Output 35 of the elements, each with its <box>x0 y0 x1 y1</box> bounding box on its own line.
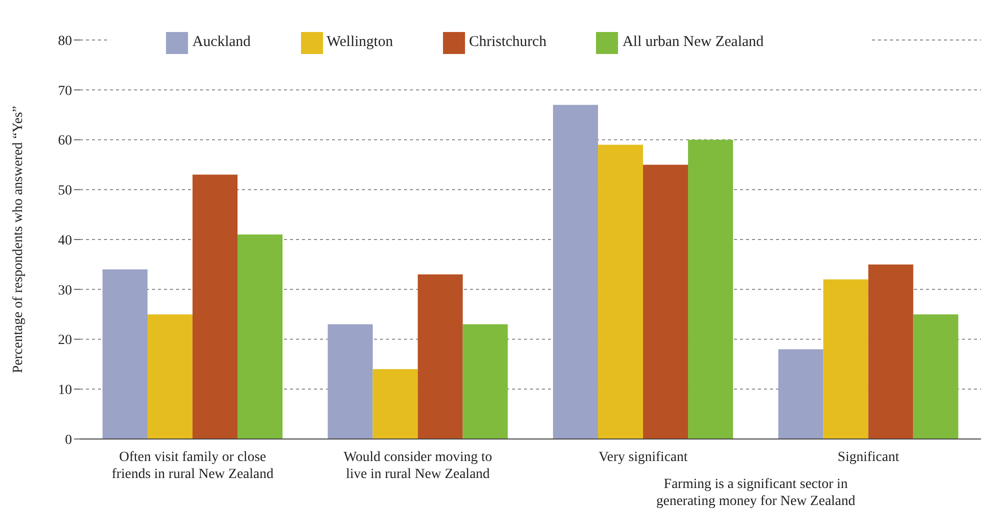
y-tick-label: 0 <box>65 432 72 448</box>
y-tick-label: 20 <box>58 333 72 348</box>
bar <box>148 314 193 439</box>
y-tick-label: 50 <box>58 184 72 199</box>
y-tick-label: 10 <box>58 383 72 398</box>
bar <box>102 269 148 439</box>
bar <box>553 104 598 439</box>
legend-label: All urban New Zealand <box>622 34 764 50</box>
x-tick-label: Often visit family or close friends in rural New Zealand <box>112 450 274 482</box>
bar <box>913 314 958 439</box>
y-tick-label: 60 <box>58 134 72 149</box>
bar <box>328 324 373 439</box>
bar <box>372 369 418 439</box>
bar <box>688 140 734 439</box>
bar <box>238 234 283 439</box>
bar <box>418 274 463 439</box>
bar <box>462 324 508 439</box>
x-tick-label: Would consider moving to live in rural New Zealand <box>344 450 492 482</box>
legend-label: Christchurch <box>468 34 546 50</box>
y-tick-label: 70 <box>58 84 72 99</box>
bar <box>192 174 238 439</box>
bar <box>823 279 868 439</box>
text: Farming is a significant sector in generating money for New Zealand <box>655 476 856 510</box>
y-tick-label: 40 <box>58 233 72 248</box>
y-axis-title: Percentage of respondents who answered “Yes” <box>10 106 26 374</box>
bar <box>643 164 688 439</box>
bar <box>598 144 644 439</box>
y-tick-label: 30 <box>58 283 72 298</box>
legend-label: Wellington <box>326 34 393 50</box>
x-tick-label: Very significant <box>598 450 688 465</box>
x-tick-label: Significant <box>838 450 900 465</box>
bar <box>868 264 914 439</box>
legend-label: Auckland <box>192 34 251 50</box>
bar <box>778 349 824 439</box>
y-tick-label: 80 <box>58 34 72 49</box>
